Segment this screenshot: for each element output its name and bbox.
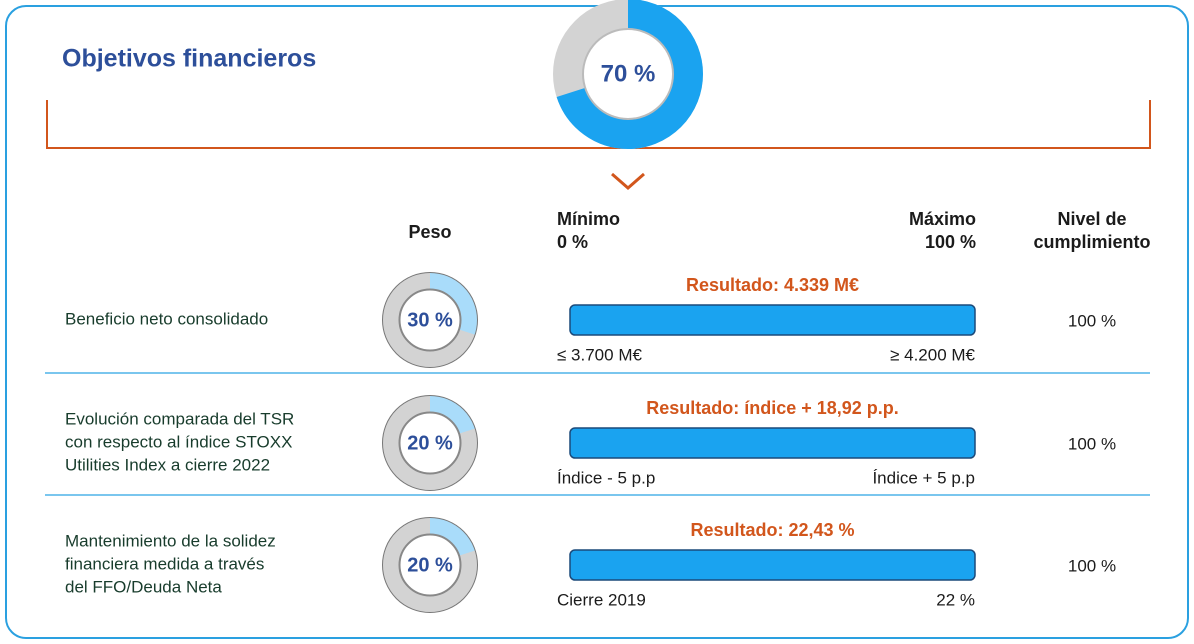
result: Resultado: índice + 18,92 p.p.	[646, 398, 899, 418]
min-label: Índice - 5 p.p	[557, 468, 655, 487]
donut-hole	[398, 411, 462, 475]
donut-label: 20 %	[407, 432, 453, 454]
donut-hole	[398, 533, 462, 597]
donut-hole	[398, 288, 462, 352]
title: Objetivos financieros	[62, 45, 316, 73]
row-label: financiera medida a través	[65, 554, 264, 573]
donut-arc	[382, 272, 478, 368]
donut-outline	[382, 517, 478, 613]
progress-bar	[569, 549, 976, 581]
row-label: Mantenimiento de la solidez	[65, 531, 276, 550]
bracket	[46, 100, 1151, 149]
row-label: Beneficio neto consolidado	[65, 309, 268, 328]
min-label: Cierre 2019	[557, 590, 646, 609]
min-label: ≤ 3.700 M€	[557, 345, 642, 364]
donut-label: 30 %	[407, 309, 453, 331]
max-label: 22 %	[936, 590, 975, 609]
result: Resultado: 4.339 M€	[686, 275, 859, 295]
donut-arc	[382, 395, 478, 491]
max-label: ≥ 4.200 M€	[890, 345, 975, 364]
col-max: Máximo	[909, 209, 976, 229]
col-compliance: cumplimiento	[1033, 232, 1150, 252]
donut-arc	[553, 0, 703, 149]
result: Resultado: 22,43 %	[690, 520, 854, 540]
row-label: con respecto al índice STOXX	[65, 432, 292, 451]
max-label: Índice + 5 p.p	[872, 468, 975, 487]
col-max: 100 %	[925, 232, 976, 252]
row-label: del FFO/Deuda Neta	[65, 577, 222, 596]
compliance: 100 %	[1068, 434, 1116, 453]
row-label: Utilities Index a cierre 2022	[65, 455, 270, 474]
compliance: 100 %	[1068, 556, 1116, 575]
col-min: Mínimo	[557, 209, 620, 229]
col-min: 0 %	[557, 232, 588, 252]
row-label: Evolución comparada del TSR	[65, 409, 294, 428]
donut-outline	[382, 272, 478, 368]
donut-arc	[382, 517, 478, 613]
donut-outline	[382, 395, 478, 491]
progress-bar	[569, 427, 976, 459]
donut-label: 70 %	[601, 60, 656, 87]
col-weight: Peso	[408, 222, 451, 242]
donut-hole	[582, 28, 674, 120]
chevron	[611, 172, 645, 190]
compliance: 100 %	[1068, 311, 1116, 330]
progress-bar	[569, 304, 976, 336]
donut-label: 20 %	[407, 554, 453, 576]
col-compliance: Nivel de	[1057, 209, 1126, 229]
